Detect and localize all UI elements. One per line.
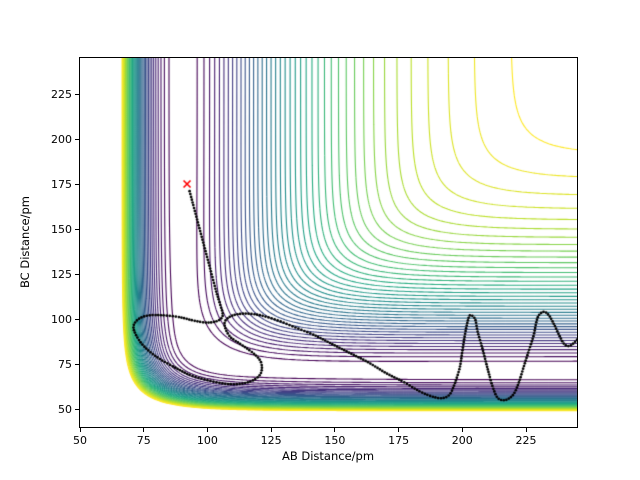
y-tick [75, 183, 79, 185]
x-tick [79, 428, 81, 432]
y-tick-label: 150 [51, 222, 72, 236]
y-tick [75, 93, 79, 95]
y-tick [75, 408, 79, 410]
x-tick-label: 175 [388, 434, 410, 447]
x-tick [270, 428, 272, 432]
x-tick [143, 428, 145, 432]
plot-area [79, 57, 578, 428]
y-tick-label: 50 [58, 402, 72, 416]
y-tick-label: 75 [58, 357, 72, 371]
x-tick-label: 200 [451, 434, 473, 447]
x-tick-label: 50 [73, 434, 87, 447]
y-tick [75, 318, 79, 320]
x-tick [334, 428, 336, 432]
x-tick [206, 428, 208, 432]
x-tick-label: 125 [260, 434, 282, 447]
y-tick-label: 100 [51, 312, 72, 326]
x-tick [461, 428, 463, 432]
y-tick [75, 138, 79, 140]
y-tick-label: 125 [51, 267, 72, 281]
x-tick-label: 150 [324, 434, 346, 447]
x-tick-label: 225 [515, 434, 537, 447]
y-tick [75, 273, 79, 275]
contour-canvas [80, 58, 577, 427]
x-tick [398, 428, 400, 432]
y-tick-label: 200 [51, 132, 72, 146]
x-tick-label: 100 [196, 434, 218, 447]
y-tick [75, 363, 79, 365]
x-axis-label: AB Distance/pm [281, 449, 375, 463]
y-tick-label: 175 [51, 177, 72, 191]
y-tick-label: 225 [51, 87, 72, 101]
x-tick [525, 428, 527, 432]
x-tick-label: 75 [136, 434, 151, 447]
y-tick [75, 228, 79, 230]
